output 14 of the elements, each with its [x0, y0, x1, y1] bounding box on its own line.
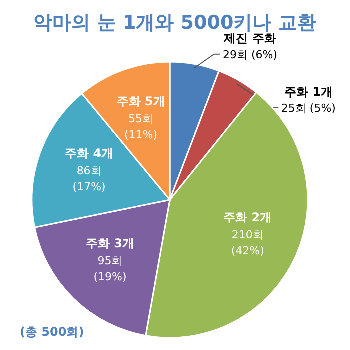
data-label: 210회 (42%): [231, 228, 264, 258]
slice-label: 주화 1개: [284, 84, 333, 99]
data-label: 25회 (5%): [281, 102, 336, 115]
slice-label: 제진 주화: [223, 31, 276, 46]
slice-label: 주화 5개: [116, 94, 166, 108]
chart-title: 악마의 눈 1개와 5000키나 교환: [34, 12, 316, 34]
data-label: 95회 (19%): [94, 254, 127, 284]
data-label: 55회 (11%): [124, 112, 158, 142]
data-label: 86회 (17%): [72, 164, 106, 194]
slice-label: 주화 4개: [65, 146, 114, 161]
text: (총 500회): [20, 325, 84, 339]
data-label: 29회 (6%): [222, 48, 278, 62]
slice-label: 주화 2개: [224, 210, 272, 224]
slice-label: 주화 3개: [86, 236, 135, 250]
